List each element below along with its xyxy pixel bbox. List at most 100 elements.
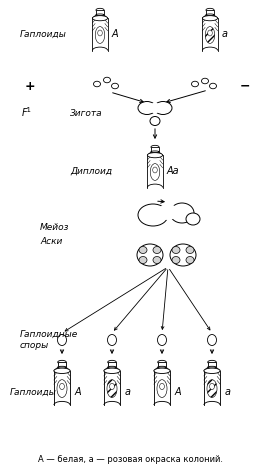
Polygon shape bbox=[208, 362, 216, 367]
Ellipse shape bbox=[92, 47, 108, 54]
Ellipse shape bbox=[172, 257, 180, 264]
Ellipse shape bbox=[204, 401, 220, 408]
Ellipse shape bbox=[186, 213, 200, 225]
Ellipse shape bbox=[153, 246, 161, 253]
Ellipse shape bbox=[138, 102, 156, 115]
Ellipse shape bbox=[154, 401, 170, 408]
Ellipse shape bbox=[153, 167, 157, 173]
Ellipse shape bbox=[58, 335, 67, 345]
Ellipse shape bbox=[202, 16, 218, 21]
Ellipse shape bbox=[208, 30, 212, 36]
Ellipse shape bbox=[158, 366, 166, 368]
Polygon shape bbox=[54, 367, 70, 371]
Ellipse shape bbox=[210, 83, 216, 89]
Polygon shape bbox=[147, 152, 163, 155]
Text: Зигота: Зигота bbox=[70, 109, 103, 118]
Text: а: а bbox=[125, 387, 131, 397]
Ellipse shape bbox=[108, 366, 116, 368]
Ellipse shape bbox=[58, 360, 66, 364]
Polygon shape bbox=[151, 147, 159, 152]
Ellipse shape bbox=[206, 8, 214, 12]
Ellipse shape bbox=[204, 368, 220, 374]
Ellipse shape bbox=[206, 14, 214, 16]
Polygon shape bbox=[58, 362, 66, 367]
Ellipse shape bbox=[92, 16, 108, 21]
Ellipse shape bbox=[154, 102, 172, 115]
Ellipse shape bbox=[108, 360, 116, 364]
Ellipse shape bbox=[151, 145, 159, 149]
Ellipse shape bbox=[96, 14, 104, 16]
Text: А: А bbox=[75, 387, 82, 397]
Ellipse shape bbox=[110, 384, 114, 390]
Ellipse shape bbox=[57, 380, 67, 398]
Ellipse shape bbox=[104, 401, 120, 408]
Text: А: А bbox=[112, 29, 119, 39]
Ellipse shape bbox=[107, 380, 117, 398]
Ellipse shape bbox=[139, 257, 147, 264]
Text: А — белая, а — розовая окраска колоний.: А — белая, а — розовая окраска колоний. bbox=[38, 455, 224, 464]
Polygon shape bbox=[202, 15, 218, 18]
Polygon shape bbox=[206, 10, 214, 15]
Text: Диплоид: Диплоид bbox=[70, 166, 112, 175]
Ellipse shape bbox=[154, 368, 170, 374]
Ellipse shape bbox=[208, 335, 216, 345]
Text: −: − bbox=[240, 79, 250, 93]
Polygon shape bbox=[154, 367, 170, 371]
Polygon shape bbox=[96, 10, 104, 15]
Text: а: а bbox=[225, 387, 231, 397]
Text: Гаплоидные: Гаплоидные bbox=[20, 329, 78, 338]
Ellipse shape bbox=[138, 204, 168, 226]
Polygon shape bbox=[158, 362, 166, 367]
Ellipse shape bbox=[150, 164, 160, 180]
Ellipse shape bbox=[104, 368, 120, 374]
Ellipse shape bbox=[137, 244, 163, 266]
Ellipse shape bbox=[96, 8, 104, 12]
Ellipse shape bbox=[201, 78, 209, 84]
Ellipse shape bbox=[94, 81, 100, 87]
Ellipse shape bbox=[158, 360, 166, 364]
Ellipse shape bbox=[153, 257, 161, 264]
Ellipse shape bbox=[208, 366, 216, 368]
Ellipse shape bbox=[112, 83, 119, 89]
Polygon shape bbox=[108, 362, 116, 367]
Ellipse shape bbox=[108, 335, 117, 345]
Ellipse shape bbox=[160, 384, 164, 390]
Text: Мейоз: Мейоз bbox=[40, 222, 69, 232]
Ellipse shape bbox=[95, 27, 105, 43]
Ellipse shape bbox=[58, 366, 66, 368]
Ellipse shape bbox=[170, 244, 196, 266]
Text: +: + bbox=[25, 79, 35, 93]
Ellipse shape bbox=[98, 30, 102, 36]
Ellipse shape bbox=[170, 203, 194, 223]
Ellipse shape bbox=[158, 204, 178, 220]
Ellipse shape bbox=[186, 257, 194, 264]
Ellipse shape bbox=[208, 360, 216, 364]
Text: F: F bbox=[22, 108, 28, 118]
Ellipse shape bbox=[54, 368, 70, 374]
Ellipse shape bbox=[191, 81, 199, 87]
Ellipse shape bbox=[202, 47, 218, 54]
Ellipse shape bbox=[104, 77, 110, 83]
Ellipse shape bbox=[60, 384, 64, 390]
Text: а: а bbox=[222, 29, 228, 39]
Text: Гаплоиды: Гаплоиды bbox=[20, 30, 67, 39]
Ellipse shape bbox=[157, 380, 167, 398]
Ellipse shape bbox=[158, 335, 166, 345]
Ellipse shape bbox=[186, 246, 194, 253]
Ellipse shape bbox=[205, 27, 215, 43]
Polygon shape bbox=[204, 367, 220, 371]
Ellipse shape bbox=[210, 384, 214, 390]
Ellipse shape bbox=[150, 117, 160, 125]
Text: Аа: Аа bbox=[167, 166, 180, 176]
Polygon shape bbox=[92, 15, 108, 18]
Ellipse shape bbox=[147, 153, 163, 158]
Ellipse shape bbox=[207, 380, 217, 398]
Ellipse shape bbox=[172, 246, 180, 253]
Polygon shape bbox=[104, 367, 120, 371]
Ellipse shape bbox=[150, 102, 160, 113]
Text: А: А bbox=[175, 387, 182, 397]
Text: споры: споры bbox=[20, 342, 49, 351]
Text: Аски: Аски bbox=[40, 236, 62, 245]
Ellipse shape bbox=[147, 184, 163, 191]
Ellipse shape bbox=[139, 246, 147, 253]
